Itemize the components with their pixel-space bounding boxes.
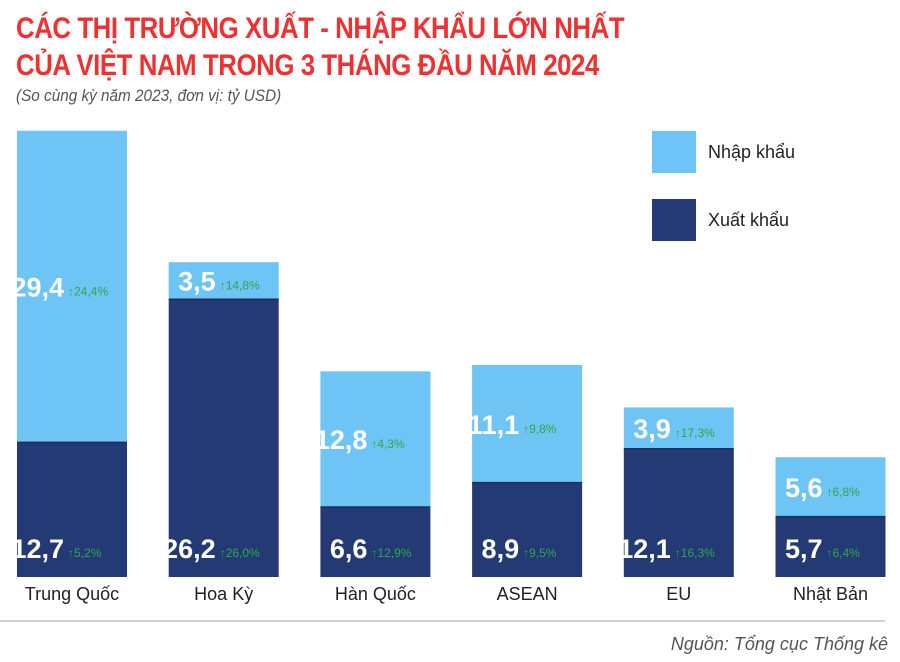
bar-import	[472, 365, 583, 483]
bar-import	[320, 371, 431, 508]
source-note: Nguồn: Tổng cục Thống kê	[670, 634, 888, 654]
title-line-2: CỦA VIỆT NAM TRONG 3 THÁNG ĐẦU NĂM 2024	[16, 49, 599, 82]
export-label-growth: ↑9,5%	[523, 546, 557, 560]
category-label: Nhật Bản	[793, 584, 868, 604]
export-label-growth: ↑5,2%	[68, 546, 102, 560]
category-label: Trung Quốc	[25, 584, 119, 604]
import-label-growth: ↑17,3%	[675, 426, 715, 440]
category-label: Hàn Quốc	[335, 584, 416, 604]
bar-group-5: 5,6 ↑6,8% 5,7 ↑6,4% Nhật Bản	[775, 457, 886, 604]
bar-group-1: 3,5 ↑14,8% 26,2 ↑26,0% Hoa Kỳ	[163, 262, 279, 604]
bar-export	[472, 482, 583, 577]
import-label-value: 5,6	[785, 473, 823, 503]
import-label-growth: ↑24,4%	[68, 285, 108, 299]
legend-label: Xuất khẩu	[708, 210, 789, 230]
bar-export	[775, 516, 886, 577]
export-label-value: 12,1	[618, 534, 671, 564]
export-label-value: 6,6	[330, 534, 368, 564]
bar-group-0: 29,4 ↑24,4% 12,7 ↑5,2% Trung Quốc	[11, 130, 127, 604]
bar-group-2: 12,8 ↑4,3% 6,6 ↑12,9% Hàn Quốc	[315, 371, 431, 604]
legend: Nhập khẩu Xuất khẩu	[652, 131, 795, 241]
import-label-growth: ↑6,8%	[827, 485, 861, 499]
import-label-growth: ↑9,8%	[523, 422, 557, 436]
legend-swatch	[652, 131, 696, 173]
import-label-growth: ↑4,3%	[371, 437, 405, 451]
category-label: Hoa Kỳ	[194, 584, 253, 604]
bar-import	[168, 262, 279, 300]
export-label-growth: ↑6,4%	[827, 546, 861, 560]
bar-export	[320, 507, 431, 577]
import-label-value: 12,8	[315, 425, 368, 455]
import-label-growth: ↑14,8%	[220, 279, 260, 293]
export-label-value: 5,7	[785, 534, 823, 564]
bar-group-4: 3,9 ↑17,3% 12,1 ↑16,3% EU	[618, 407, 734, 604]
export-label-value: 8,9	[482, 534, 520, 564]
bar-export	[623, 448, 734, 577]
bar-export	[168, 299, 279, 577]
legend-label: Nhập khẩu	[708, 142, 795, 162]
import-label-value: 11,1	[468, 410, 519, 440]
export-label-growth: ↑16,3%	[675, 546, 715, 560]
category-label: ASEAN	[497, 584, 558, 604]
legend-swatch	[652, 199, 696, 241]
export-label-growth: ↑26,0%	[220, 546, 260, 560]
bar-import	[623, 407, 734, 449]
export-label-value: 26,2	[163, 534, 216, 564]
bar-export	[17, 442, 127, 577]
title-line-1: CÁC THỊ TRƯỜNG XUẤT - NHẬP KHẨU LỚN NHẤT	[16, 12, 625, 45]
bar-group-3: 11,1 ↑9,8% 8,9 ↑9,5% ASEAN	[468, 365, 583, 604]
export-label-value: 12,7	[11, 534, 64, 564]
import-label-value: 3,9	[633, 414, 671, 444]
bar-import	[17, 130, 127, 443]
export-label-growth: ↑12,9%	[371, 546, 411, 560]
bar-import	[775, 457, 886, 517]
import-label-value: 29,4	[11, 273, 64, 303]
chart-subtitle: (So cùng kỳ năm 2023, đơn vị: tỷ USD)	[16, 86, 282, 105]
chart-title: CÁC THỊ TRƯỜNG XUẤT - NHẬP KHẨU LỚN NHẤT…	[16, 10, 625, 84]
category-label: EU	[666, 584, 691, 604]
import-label-value: 3,5	[178, 267, 216, 297]
